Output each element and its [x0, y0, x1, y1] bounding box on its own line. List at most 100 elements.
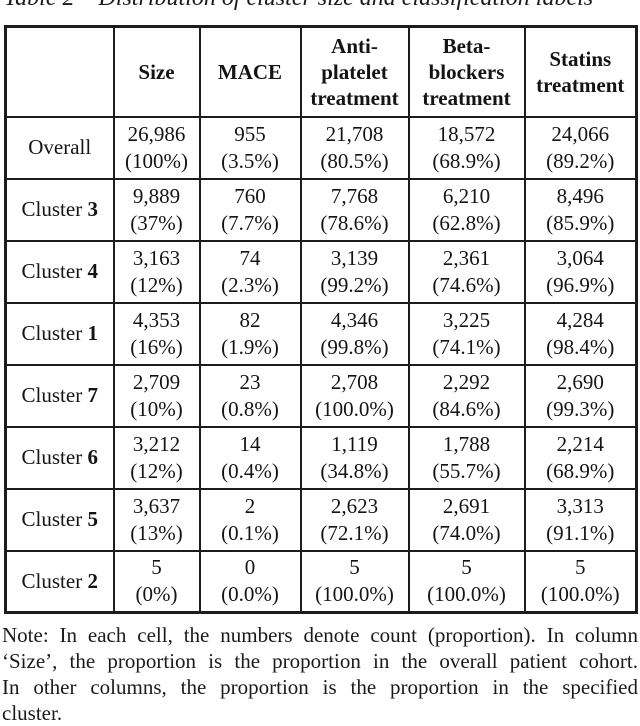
- data-cell-mace: 0 (0.0%): [198, 549, 302, 614]
- cell-proportion: (37%): [130, 210, 183, 235]
- cell-count: 760: [234, 183, 266, 208]
- data-cell-betablockers: 2,361 (74.6%): [407, 239, 526, 304]
- table-row: Cluster 2 5 (0%) 0 (0.0%) 5 (100.0%) 5 (…: [4, 549, 638, 614]
- column-header-betablockers: Beta- blockers treatment: [407, 25, 526, 118]
- cell-count: 6,210: [442, 183, 491, 208]
- row-label: Cluster 6: [4, 425, 115, 490]
- row-label: Cluster 1: [4, 301, 115, 366]
- data-cell-antiplatelet: 7,768 (78.6%): [299, 177, 410, 242]
- note-line-1: Note: In each cell, the numbers denote c…: [2, 623, 638, 647]
- cell-count: 955: [234, 121, 266, 146]
- data-cell-antiplatelet: 2,623 (72.1%): [299, 487, 410, 552]
- cell-proportion: (100.0%): [427, 582, 506, 607]
- cell-proportion: (0.1%): [221, 520, 279, 545]
- table-body: Overall 26,986 (100%) 955 (3.5%) 21,708 …: [4, 115, 638, 614]
- cell-count: 3,212: [132, 431, 181, 456]
- cell-proportion: (7.7%): [221, 210, 279, 235]
- cell-count: 1,788: [442, 431, 491, 456]
- column-header-antiplatelet: Anti- platelet treatment: [299, 25, 410, 118]
- data-cell-mace: 74 (2.3%): [198, 239, 302, 304]
- row-label-text: Cluster: [21, 383, 83, 407]
- row-label-number: 4: [87, 259, 98, 283]
- column-header-mace: MACE: [198, 25, 302, 118]
- cell-proportion: (62.8%): [432, 210, 501, 235]
- cell-proportion: (74.1%): [432, 334, 501, 359]
- cell-proportion: (0.8%): [221, 396, 279, 421]
- data-cell-size: 3,212 (12%): [112, 425, 201, 490]
- cell-count: 3,163: [132, 245, 181, 270]
- data-cell-antiplatelet: 21,708 (80.5%): [299, 115, 410, 180]
- cell-count: 2,691: [442, 493, 491, 518]
- cell-proportion: (13%): [130, 520, 183, 545]
- data-cell-mace: 82 (1.9%): [198, 301, 302, 366]
- cell-count: 4,284: [556, 307, 604, 332]
- data-cell-size: 5 (0%): [112, 549, 201, 614]
- data-cell-antiplatelet: 5 (100.0%): [299, 549, 410, 614]
- cell-proportion: (99.3%): [546, 396, 615, 421]
- cell-proportion: (12%): [130, 458, 183, 483]
- data-cell-size: 3,637 (13%): [112, 487, 201, 552]
- row-label: Cluster 7: [4, 363, 115, 428]
- cell-proportion: (72.1%): [320, 520, 389, 545]
- data-cell-mace: 2 (0.1%): [198, 487, 302, 552]
- row-label-number: 3: [87, 197, 98, 221]
- data-cell-statins: 4,284 (98.4%): [523, 301, 638, 366]
- table-row: Cluster 6 3,212 (12%) 14 (0.4%) 1,119 (3…: [4, 425, 638, 490]
- cell-proportion: (0.4%): [221, 458, 279, 483]
- cell-count: 2,708: [330, 369, 379, 394]
- cell-count: 24,066: [551, 121, 610, 146]
- row-label-number: 5: [87, 507, 98, 531]
- data-cell-betablockers: 6,210 (62.8%): [407, 177, 526, 242]
- cell-count: 14: [239, 431, 261, 456]
- row-label-number: 1: [87, 321, 98, 345]
- data-cell-antiplatelet: 1,119 (34.8%): [299, 425, 410, 490]
- cell-count: 2: [244, 493, 256, 518]
- cell-count: 7,768: [330, 183, 379, 208]
- cell-proportion: (98.4%): [546, 334, 615, 359]
- data-cell-betablockers: 5 (100.0%): [407, 549, 526, 614]
- cell-proportion: (100.0%): [315, 582, 394, 607]
- cell-proportion: (80.5%): [320, 148, 389, 173]
- row-label: Cluster 4: [4, 239, 115, 304]
- data-cell-statins: 24,066 (89.2%): [523, 115, 638, 180]
- cell-count: 3,225: [442, 307, 491, 332]
- cell-proportion: (2.3%): [221, 272, 279, 297]
- row-label-text: Cluster: [21, 445, 83, 469]
- cell-proportion: (91.1%): [546, 520, 615, 545]
- cell-proportion: (1.9%): [221, 334, 279, 359]
- cell-proportion: (0.0%): [221, 582, 279, 607]
- row-label-text: Cluster: [21, 568, 83, 593]
- row-label-text: Cluster: [21, 321, 83, 345]
- header-row: Size MACE Anti- platelet treatment Beta-…: [4, 25, 638, 118]
- cell-proportion: (0%): [135, 582, 178, 607]
- cell-count: 5: [151, 555, 162, 580]
- data-cell-size: 9,889 (37%): [112, 177, 201, 242]
- distribution-table: Size MACE Anti- platelet treatment Beta-…: [4, 25, 638, 614]
- cell-proportion: (12%): [130, 272, 183, 297]
- cell-count: 5: [349, 555, 360, 580]
- cell-count: 3,064: [556, 245, 604, 270]
- data-cell-statins: 5 (100.0%): [523, 549, 638, 614]
- data-cell-betablockers: 2,292 (84.6%): [407, 363, 526, 428]
- row-label-text: Cluster: [21, 259, 83, 283]
- row-label-text: Cluster: [21, 197, 83, 221]
- cell-proportion: (100%): [125, 148, 188, 173]
- cell-proportion: (85.9%): [546, 210, 615, 235]
- column-header-empty: [4, 25, 115, 118]
- note-line-2: ‘Size’, the proportion is the proportion…: [2, 649, 638, 673]
- cell-proportion: (74.6%): [432, 272, 501, 297]
- cell-count: 2,361: [442, 245, 491, 270]
- row-label-number: 2: [87, 568, 98, 593]
- table-caption: Table 2 – Distribution of cluster size a…: [0, 0, 640, 14]
- data-cell-antiplatelet: 4,346 (99.8%): [299, 301, 410, 366]
- cell-proportion: (3.5%): [221, 148, 279, 173]
- cell-proportion: (34.8%): [320, 458, 389, 483]
- data-cell-antiplatelet: 3,139 (99.2%): [299, 239, 410, 304]
- data-cell-mace: 955 (3.5%): [198, 115, 302, 180]
- note-line-4: cluster.: [2, 701, 63, 725]
- data-cell-statins: 2,690 (99.3%): [523, 363, 638, 428]
- data-cell-size: 3,163 (12%): [112, 239, 201, 304]
- cell-proportion: (68.9%): [432, 148, 501, 173]
- table-row: Overall 26,986 (100%) 955 (3.5%) 21,708 …: [4, 115, 638, 180]
- data-cell-antiplatelet: 2,708 (100.0%): [299, 363, 410, 428]
